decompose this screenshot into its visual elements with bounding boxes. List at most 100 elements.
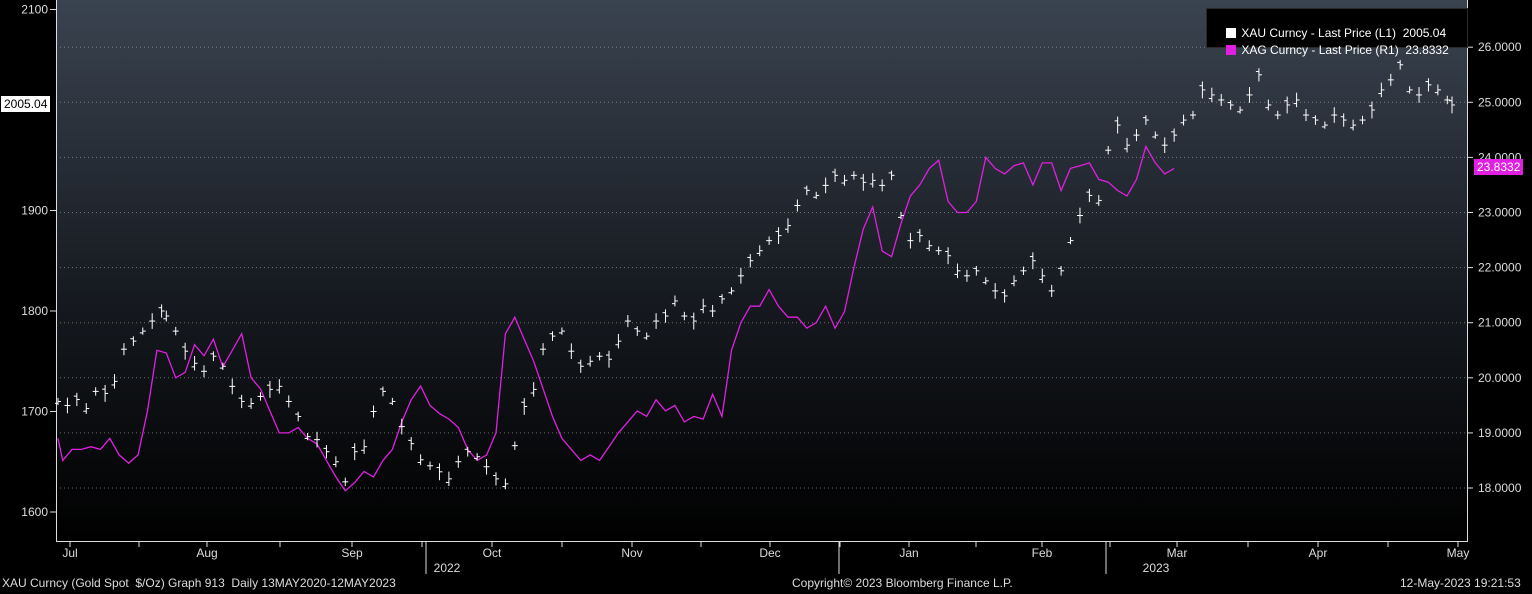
gold-price-bar [1340,113,1347,127]
gold-price-bar [549,331,556,341]
gold-price-bar [756,245,763,257]
gold-price-bar [926,240,933,252]
gold-price-bar [445,471,452,487]
gold-price-bar [803,185,810,196]
gold-price-bar [229,378,236,395]
gold-price-bar [92,387,99,396]
gold-price-bar [606,350,613,368]
legend-label-gold: XAU Curncy - Last Price (L1) [1241,26,1397,40]
right-tick-label: 20.0000 [1478,371,1522,385]
legend-swatch-gold [1226,28,1237,38]
gold-price-bar [351,443,358,461]
gold-price-bar [1171,128,1178,142]
legend-item-gold: XAU Curncy - Last Price (L1) 2005.04 [1213,12,1446,40]
gold-price-bar [417,454,424,466]
gold-price-bar [662,309,669,323]
gold-price-bar [879,179,886,192]
gold-price-bar [897,211,904,220]
gold-price-bar [841,174,848,186]
gold-price-bar [408,437,415,451]
month-label: Dec [759,546,780,560]
gold-price-bar [1397,59,1404,70]
gold-price-bar [653,313,660,329]
gold-price-bar [1133,129,1140,142]
gold-price-bar [671,295,678,307]
gold-price-bar [1265,99,1272,111]
gold-price-bar [102,384,109,402]
gold-price-bar [521,398,528,415]
gold-price-bar [1255,68,1262,82]
gold-price-bar [1237,106,1244,114]
gold-price-bar [577,359,584,373]
left-tick-label: 1600 [21,505,48,519]
gold-price-bar [511,441,518,450]
gold-price-bar [1001,289,1008,303]
gold-price-bar [945,247,952,265]
gold-price-bar [1350,119,1357,131]
gold-price-bar [690,312,697,330]
right-tick-label: 19.0000 [1478,426,1522,440]
gold-price-bar [860,173,867,191]
gold-price-bar [869,173,876,188]
gold-price-bar [568,343,575,360]
gold-price-bar [681,311,688,321]
gold-price-bar [888,170,895,181]
gold-price-bar [1029,252,1036,270]
gold-price-bar [464,446,471,457]
gold-price-bar [474,453,481,461]
gold-price-bar [1444,95,1451,105]
gold-price-bar [1124,137,1131,153]
month-label: Mar [1167,546,1188,560]
legend: XAU Curncy - Last Price (L1) 2005.04 XAG… [1206,8,1468,57]
gold-price-bar [285,395,292,408]
gold-price-bar [1378,82,1385,98]
legend-swatch-silver [1226,45,1237,55]
silver-last-price-tag: 23.8332 [1474,159,1524,175]
gold-price-bar [813,191,820,200]
month-label: Sep [341,546,363,560]
silver-price-line [57,144,1175,492]
gold-price-bar [455,455,462,468]
gold-price-bar [323,445,330,459]
gold-price-bar [973,265,980,276]
gold-price-bar [304,433,311,441]
gold-price-bar [992,283,999,299]
gold-price-bar [643,332,650,340]
gold-price-bar [139,327,146,335]
gold-price-bar [502,478,509,490]
gold-last-price-tag: 2005.04 [0,95,52,113]
gold-price-bar [342,477,349,487]
gold-price-bar [83,403,90,414]
gold-price-bar [1180,114,1187,126]
gold-price-bar [1227,100,1234,110]
gold-price-bar [794,199,801,212]
gold-price-bar [295,411,302,422]
gold-price-bar [1161,137,1168,154]
gold-price-bar [832,168,839,182]
gold-price-bar [737,267,744,284]
gold-price-bar [1020,266,1027,276]
month-label: Oct [483,546,502,560]
left-axis-ticks: 1600 1700 1800 1900 2100 [21,3,56,519]
gold-price-bar [1434,84,1441,96]
gold-price-bar [1095,195,1102,206]
gold-price-bar [1321,121,1328,129]
gold-price-bar [1152,131,1159,139]
month-label: May [1447,546,1470,560]
gold-price-bar [1416,87,1423,103]
right-tick-label: 22.0000 [1478,261,1522,275]
gold-price-bar [1406,86,1413,94]
gold-price-bar [238,394,245,409]
gold-price-bar [1142,115,1149,125]
gold-price-bar [1449,96,1455,114]
gold-price-bar [1011,275,1018,287]
gold-price-bar [1114,116,1121,134]
gold-price-bar [111,374,118,389]
gold-price-bar [276,379,283,394]
gold-price-bar [172,326,179,336]
gold-price-bar [314,431,321,448]
month-label: Jan [899,546,918,560]
gold-price-bar [719,294,726,304]
gold-price-bar [766,236,773,245]
gold-price-bar [1039,268,1046,284]
